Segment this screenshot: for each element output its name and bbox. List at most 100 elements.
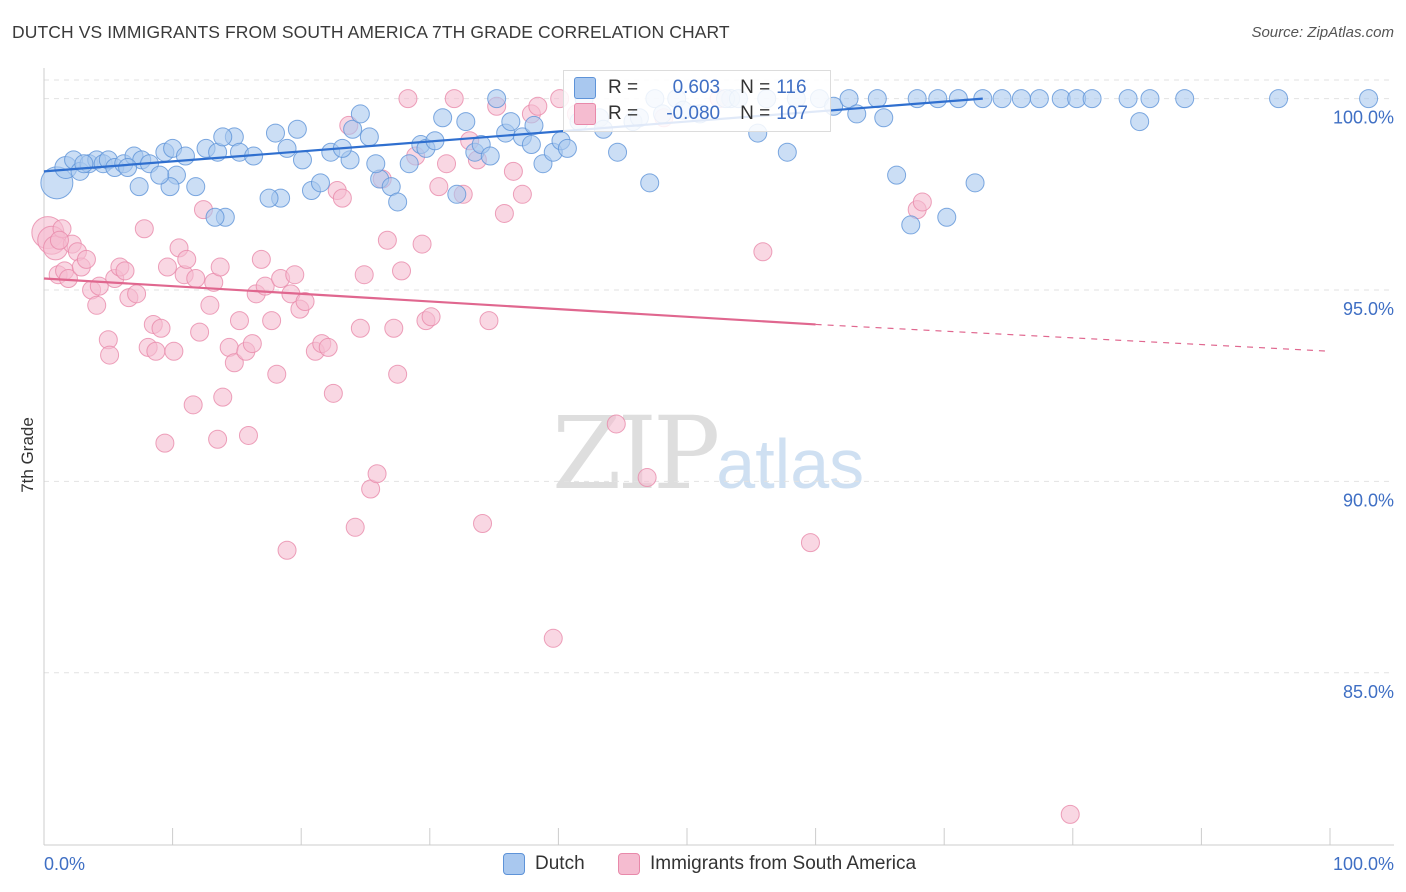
immigrants-point: [377, 230, 397, 250]
dutch-point: [259, 188, 279, 208]
dutch-point: [992, 89, 1012, 109]
immigrants-swatch: [574, 103, 596, 125]
immigrants-point: [229, 311, 249, 331]
immigrants-point: [354, 265, 374, 285]
dutch-point: [350, 104, 370, 124]
immigrants-point: [350, 318, 370, 338]
immigrants-point: [210, 257, 230, 277]
immigrants-point: [637, 468, 657, 488]
dutch-point: [1118, 89, 1138, 109]
dutch-point: [1359, 89, 1379, 109]
dutch-point: [1140, 89, 1160, 109]
immigrants-point: [238, 425, 258, 445]
immigrants-point: [127, 284, 147, 304]
immigrants-point: [318, 337, 338, 357]
immigrants-point: [251, 249, 271, 269]
legend-item-immigrants[interactable]: Immigrants from South America: [618, 852, 916, 876]
n-label: N =: [740, 103, 771, 124]
dutch-point: [433, 108, 453, 128]
watermark-zip: ZIP: [552, 395, 720, 512]
dutch-legend-swatch: [503, 853, 525, 875]
immigrants-point: [177, 249, 197, 269]
y-tick-label: 90.0%: [1343, 490, 1394, 510]
source-label: Source: ZipAtlas.com: [1251, 24, 1394, 41]
axes: [43, 68, 1394, 846]
y-tick-labels: 85.0% 90.0% 95.0% 100.0%: [1333, 108, 1394, 702]
dutch-point: [937, 207, 957, 227]
dutch-point: [928, 89, 948, 109]
immigrants-point: [134, 219, 154, 239]
y-axis-title: 7th Grade: [18, 417, 37, 493]
immigrants-point: [186, 269, 206, 289]
immigrants-point: [494, 203, 514, 223]
dutch-point: [205, 207, 225, 227]
dutch-swatch: [574, 77, 596, 99]
immigrants-trend-extension: [815, 323, 1331, 352]
stats-legend: R = 0.603 N = 116 R = -0.080 N = 107: [563, 70, 831, 132]
immigrants-point: [1060, 804, 1080, 824]
immigrants-point: [384, 318, 404, 338]
dutch-point: [839, 89, 859, 109]
dutch-point: [965, 173, 985, 193]
immigrants-point: [155, 433, 175, 453]
r-label: R =: [608, 103, 639, 124]
immigrants-point: [345, 517, 365, 537]
dutch-point: [175, 146, 195, 166]
immigrants-point: [444, 89, 464, 109]
dutch-point: [287, 119, 307, 139]
dutch-point: [186, 177, 206, 197]
immigrants-point: [242, 334, 262, 354]
dutch-point: [521, 135, 541, 155]
dutch-point: [265, 123, 285, 143]
immigrants-point: [151, 318, 171, 338]
dutch-point: [1269, 89, 1289, 109]
dutch-point: [399, 154, 419, 174]
immigrants-point: [323, 383, 343, 403]
immigrants-point: [528, 96, 548, 116]
n-value-dutch: 116: [776, 77, 807, 98]
immigrants-legend-swatch: [618, 853, 640, 875]
y-tick-label: 100.0%: [1333, 108, 1394, 128]
immigrants-point: [800, 533, 820, 553]
immigrants-point: [76, 249, 96, 269]
immigrants-trend-line: [43, 277, 816, 326]
watermark: ZIPatlas: [552, 395, 864, 512]
dutch-point: [277, 138, 297, 158]
immigrants-point: [208, 429, 228, 449]
dutch-point: [366, 154, 386, 174]
dutch-point: [487, 89, 507, 109]
legend-label-immigrants: Immigrants from South America: [650, 853, 917, 874]
immigrants-point: [543, 628, 563, 648]
dutch-point: [948, 89, 968, 109]
immigrants-point: [437, 154, 457, 174]
immigrants-point: [267, 364, 287, 384]
immigrants-point: [332, 188, 352, 208]
r-value-dutch: 0.603: [672, 77, 721, 98]
immigrants-point: [753, 242, 773, 262]
immigrants-point: [224, 353, 244, 373]
dutch-point: [557, 138, 577, 158]
immigrants-point: [262, 311, 282, 331]
immigrants-point: [367, 464, 387, 484]
dutch-point: [343, 119, 363, 139]
dutch-point: [150, 165, 170, 185]
r-value-immigrants: -0.080: [666, 103, 721, 124]
dutch-point: [310, 173, 330, 193]
dutch-point: [1130, 112, 1150, 132]
immigrants-points: [31, 89, 1080, 824]
y-tick-label: 95.0%: [1343, 299, 1394, 319]
immigrants-point: [398, 89, 418, 109]
chart-title: DUTCH VS IMMIGRANTS FROM SOUTH AMERICA 7…: [12, 22, 730, 42]
dutch-point: [901, 215, 921, 235]
immigrants-point: [115, 261, 135, 281]
dutch-point: [447, 184, 467, 204]
legend-item-dutch[interactable]: Dutch: [503, 852, 585, 876]
dutch-point: [524, 115, 544, 135]
dutch-point: [640, 173, 660, 193]
dutch-point: [388, 192, 408, 212]
n-value-immigrants: 107: [776, 103, 808, 124]
dutch-point: [867, 89, 887, 109]
dutch-point: [292, 150, 312, 170]
dutch-point: [456, 112, 476, 132]
immigrants-point: [912, 192, 932, 212]
